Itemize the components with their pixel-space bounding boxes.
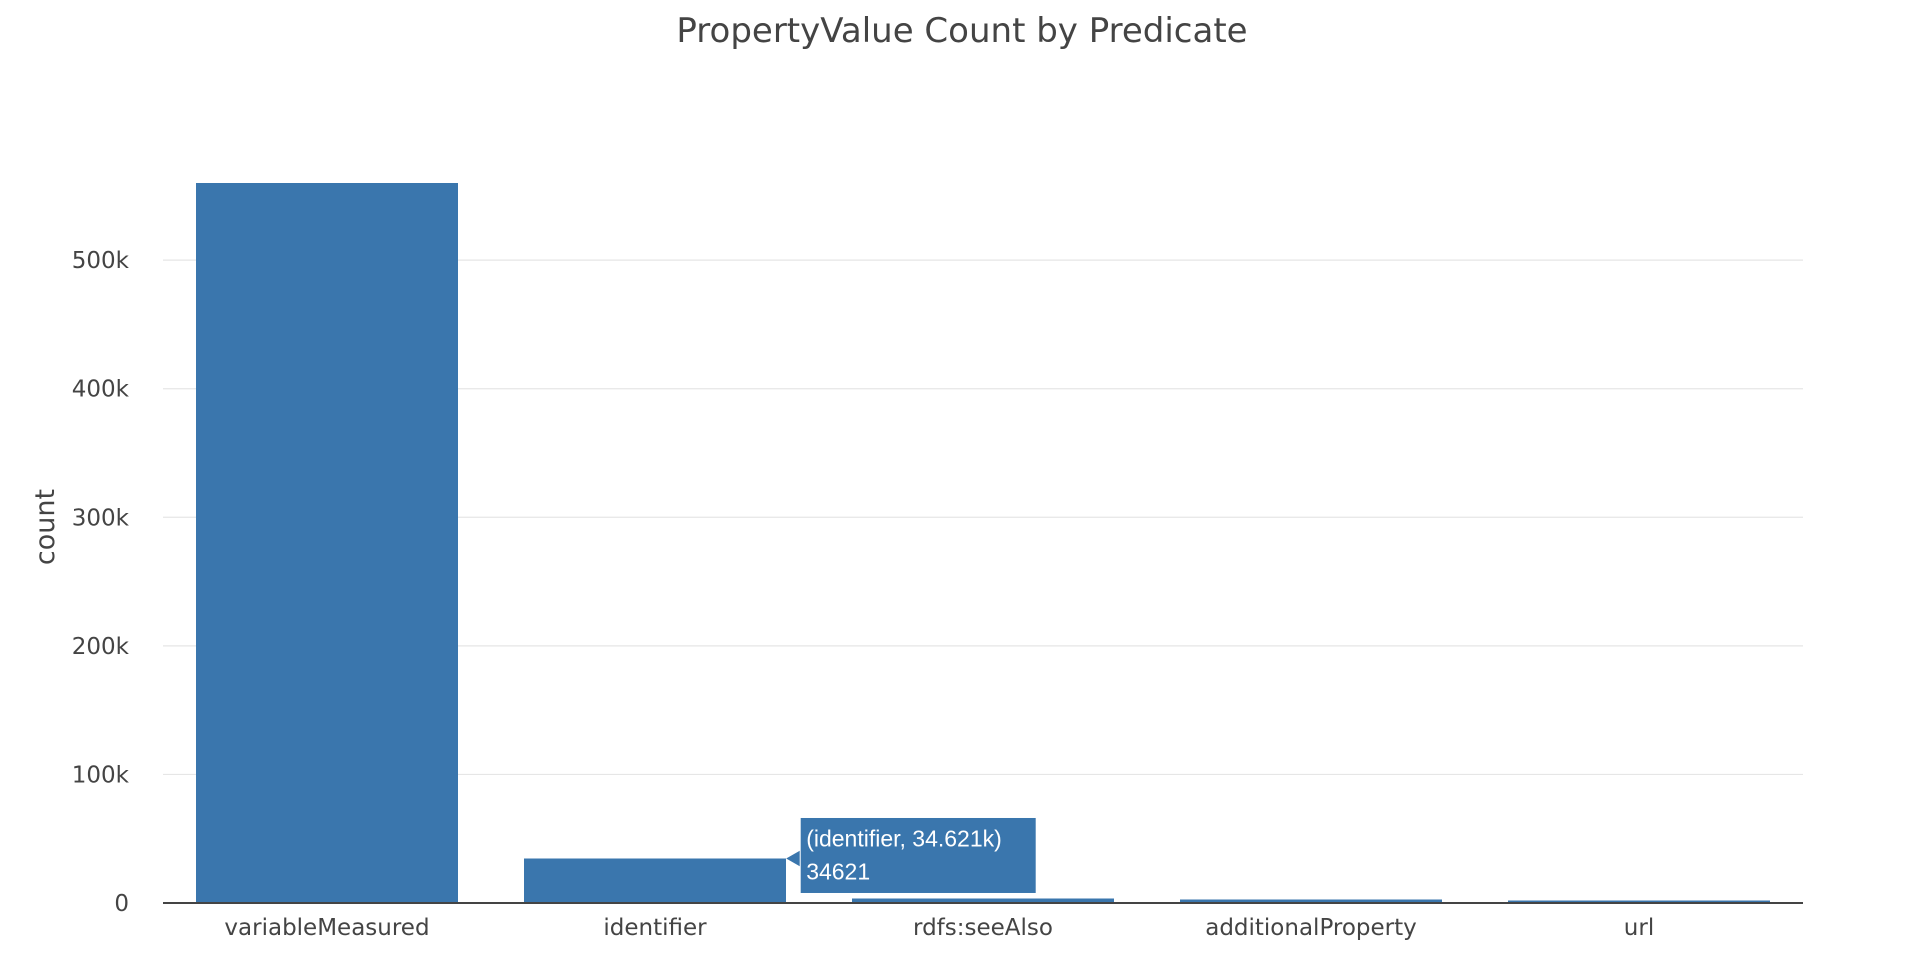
x-tick-label: url: [1624, 915, 1654, 941]
x-tick-label: rdfs:seeAlso: [913, 915, 1053, 941]
bar-variablemeasured[interactable]: [195, 183, 459, 903]
y-tick-label: 300k: [72, 505, 130, 531]
hover-box: [799, 816, 1037, 894]
hover-tooltip: (identifier, 34.621k) 34621: [786, 816, 1037, 894]
x-tick-label: variableMeasured: [224, 915, 429, 941]
bar-additionalproperty[interactable]: [1179, 899, 1443, 903]
hover-line-1: (identifier, 34.621k): [806, 825, 1002, 851]
bar-url[interactable]: [1507, 900, 1771, 903]
y-tick-label: 400k: [72, 377, 130, 403]
y-tick-label: 0: [114, 891, 129, 917]
x-tick-label: additionalProperty: [1205, 915, 1417, 941]
axes: 0 100k 200k 300k 400k 500k variableMeasured ide…: [72, 248, 1803, 941]
bar-identifier[interactable]: [523, 858, 787, 903]
y-tick-label: 100k: [72, 762, 130, 788]
chart-title: PropertyValue Count by Predicate: [676, 11, 1247, 51]
y-tick-label: 200k: [72, 634, 130, 660]
y-axis-title: count: [30, 489, 61, 565]
y-tick-label: 500k: [72, 248, 130, 274]
hover-line-2: 34621: [806, 858, 870, 884]
x-tick-label: identifier: [603, 915, 707, 941]
bar-rdfs-seealso[interactable]: [851, 898, 1115, 903]
hover-pointer: [786, 850, 801, 867]
bars: [195, 183, 1771, 903]
